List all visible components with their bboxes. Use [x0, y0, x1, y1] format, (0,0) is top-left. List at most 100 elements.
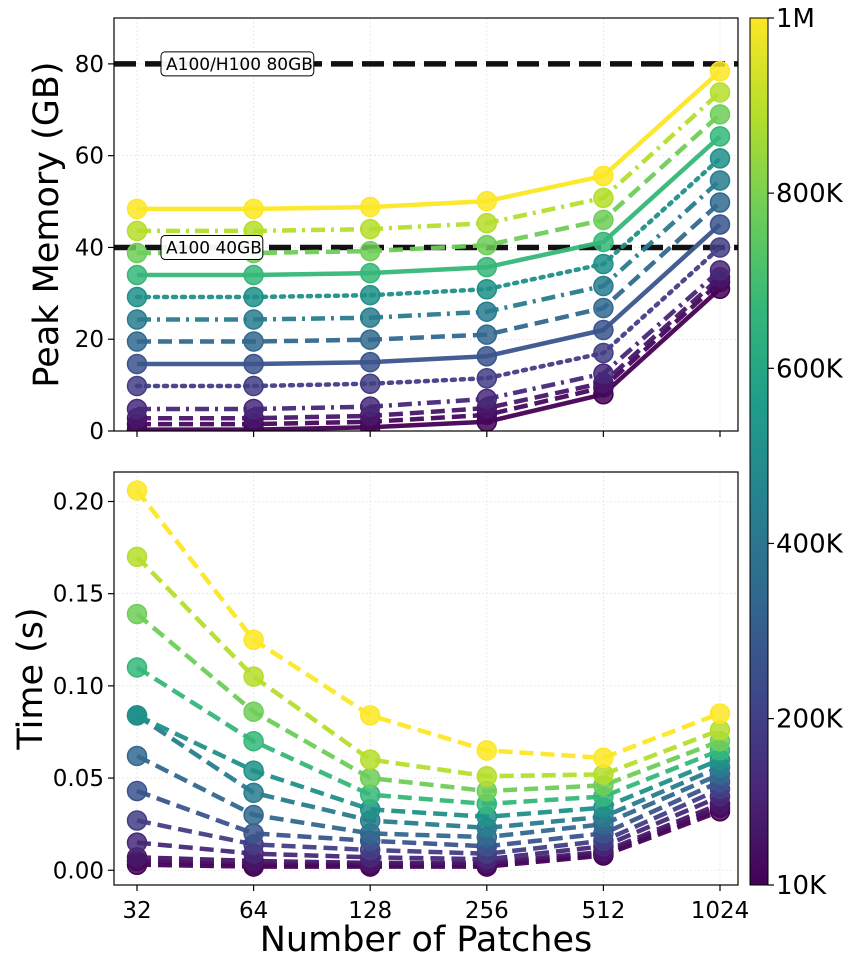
- time-x-ticks: 32 64 128 256 512 1024: [122, 885, 749, 924]
- data-point: [359, 329, 381, 350]
- data-point: [709, 214, 731, 235]
- series-500000: [126, 170, 731, 330]
- time-series: [126, 480, 731, 877]
- data-point: [243, 198, 264, 220]
- data-point: [243, 331, 264, 352]
- series-line: [137, 222, 722, 367]
- y-tick-label: 0.15: [53, 582, 104, 608]
- data-point: [359, 218, 381, 240]
- x-axis-title: Number of Patches: [260, 920, 592, 960]
- data-point: [359, 396, 381, 417]
- data-point: [709, 703, 731, 724]
- memory-plot-frame: [113, 17, 739, 432]
- series-700000: [126, 657, 731, 815]
- y-tick-label: 40: [75, 235, 104, 261]
- series-line: [137, 178, 722, 322]
- data-point: [709, 260, 731, 281]
- data-point: [126, 286, 148, 308]
- data-point: [359, 284, 381, 306]
- series-line: [135, 489, 721, 761]
- data-point: [476, 212, 498, 234]
- y-tick-label: 0: [89, 419, 104, 445]
- memory-series: [126, 60, 731, 431]
- data-point: [243, 823, 264, 844]
- series-line: [136, 801, 721, 866]
- data-point: [243, 804, 264, 826]
- x-tick-label: 512: [581, 898, 625, 924]
- data-point: [126, 309, 148, 330]
- colorbar-gradient: [749, 17, 769, 886]
- memory-x-ticks: [136, 431, 721, 437]
- series-line: [134, 156, 723, 300]
- data-point: [593, 319, 614, 341]
- data-point: [126, 242, 148, 264]
- data-point: [126, 705, 148, 726]
- data-point: [593, 187, 614, 209]
- data-point: [243, 629, 264, 651]
- data-point: [243, 782, 264, 804]
- data-point: [243, 760, 264, 781]
- data-point: [709, 148, 731, 169]
- series-line: [137, 268, 722, 412]
- series-300000: [126, 214, 731, 375]
- colorbar-tick-label: 10K: [776, 871, 827, 901]
- data-point: [359, 705, 381, 726]
- series-line: [137, 275, 722, 421]
- data-point: [243, 398, 264, 420]
- reference-label: A100 40GB: [166, 238, 262, 258]
- data-point: [243, 666, 264, 687]
- data-point: [476, 278, 498, 300]
- data-point: [126, 198, 148, 220]
- memory-y-axis-title: Peak Memory (GB): [27, 61, 67, 387]
- series-line: [135, 713, 721, 831]
- x-tick-label: 1024: [691, 898, 750, 924]
- data-point: [126, 657, 148, 678]
- data-point: [243, 730, 264, 752]
- series-line: [137, 280, 722, 427]
- data-point: [126, 546, 148, 568]
- data-point: [593, 747, 614, 769]
- data-point: [243, 286, 264, 308]
- data-point: [126, 832, 148, 853]
- reference-label-box: [160, 234, 264, 260]
- data-point: [359, 262, 381, 284]
- data-point: [359, 373, 381, 394]
- memory-reference-labels: A100/H100 80GB A100 40GB: [160, 51, 315, 260]
- data-point: [593, 231, 614, 253]
- data-point: [709, 60, 731, 82]
- series-1000000: [126, 60, 731, 220]
- memory-panel: A100/H100 80GB A100 40GB 0 20 40 60 80 Peak M…: [27, 17, 739, 445]
- x-tick-label: 32: [122, 898, 151, 924]
- data-point: [593, 165, 614, 187]
- series-line: [137, 69, 722, 212]
- data-point: [359, 749, 381, 770]
- data-point: [709, 192, 731, 213]
- data-point: [709, 237, 731, 258]
- series-line: [135, 612, 721, 794]
- series-600000: [126, 148, 731, 308]
- series-line: [135, 753, 721, 840]
- series-line: [135, 665, 721, 807]
- series-line: [136, 713, 721, 820]
- data-point: [476, 234, 498, 256]
- series-line: [137, 90, 722, 234]
- data-point: [126, 264, 148, 286]
- data-point: [593, 209, 614, 231]
- data-point: [476, 256, 498, 278]
- data-point: [126, 398, 148, 420]
- data-point: [359, 351, 381, 373]
- series-900000: [126, 82, 731, 242]
- series-200000: [126, 237, 731, 397]
- series-line: [137, 134, 722, 278]
- time-panel: 0.00 0.05 0.10 0.15 0.20 32 64 128 256 512 1024 T…: [11, 471, 749, 960]
- y-tick-label: 0.00: [53, 858, 104, 884]
- data-point: [709, 82, 731, 103]
- series-line: [136, 794, 721, 862]
- series-700000: [126, 126, 731, 286]
- data-point: [709, 126, 731, 147]
- data-point: [593, 297, 614, 319]
- data-point: [593, 342, 614, 364]
- y-tick-label: 60: [75, 144, 104, 170]
- data-point: [359, 196, 381, 218]
